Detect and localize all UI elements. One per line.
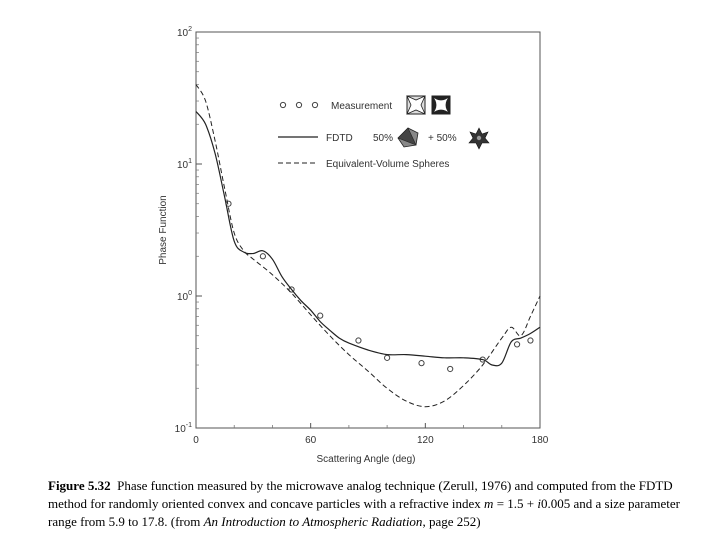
x-tick-label: 60 (305, 435, 317, 446)
measurement-point (355, 337, 362, 344)
caption-text-1: Phase function measured by the microwave… (48, 478, 673, 511)
fdtd-curve (195, 111, 541, 367)
measurement-point (259, 253, 266, 260)
measurement-point (317, 312, 324, 319)
legend: Measurement FDTD 50% + 50% (278, 95, 490, 170)
legend-item-measurement: Measurement (279, 95, 451, 115)
figure-label: Figure 5.32 (48, 478, 111, 493)
y-tick-label: 101 (177, 158, 192, 171)
phase-function-chart: Scattering Angle (deg) Phase Function 0 6… (158, 26, 549, 465)
legend-marker-circle (279, 101, 287, 109)
y-tick-label: 10-1 (175, 422, 192, 435)
legend-label-spheres: Equivalent-Volume Spheres (326, 159, 449, 170)
legend-label-fdtd: FDTD (326, 133, 353, 144)
legend-percent-a: 50% (373, 133, 393, 144)
caption-text-4: , page 252) (422, 514, 481, 529)
legend-marker-circle (311, 101, 319, 109)
x-tick-label: 180 (532, 435, 549, 446)
legend-item-spheres: Equivalent-Volume Spheres (278, 159, 449, 170)
caption-i: i (537, 496, 541, 511)
x-tick-label: 120 (417, 435, 434, 446)
legend-label-measurement: Measurement (331, 101, 392, 112)
x-tick-label: 0 (193, 435, 199, 446)
figure-caption: Figure 5.32 Phase function measured by t… (48, 477, 698, 531)
y-tick-label: 100 (177, 290, 192, 303)
plot-frame (195, 31, 541, 429)
x-axis-label: Scattering Angle (deg) (317, 454, 416, 465)
convex-particle-icon (406, 95, 426, 115)
series-layer (195, 84, 541, 408)
legend-percent-b: + 50% (428, 133, 457, 144)
y-tick-label: 102 (177, 26, 192, 39)
caption-text-2: = 1.5 + (493, 496, 538, 511)
caption-text-3: 0.005 and a size parameter range from 5.… (48, 496, 680, 529)
y-ticks: 102 101 100 10-1 (175, 26, 202, 435)
concave-particle-icon (431, 95, 451, 115)
measurement-point (527, 337, 534, 344)
star-particle-icon (468, 127, 490, 150)
measurement-point (513, 341, 521, 348)
measurement-point (447, 365, 454, 373)
measurement-point (418, 360, 425, 367)
legend-marker-circle (295, 101, 303, 109)
caption-m: m (484, 496, 494, 511)
x-ticks: 0 60 120 180 (193, 423, 549, 446)
measurement-point (288, 286, 295, 293)
caption-book-title: An Introduction to Atmospheric Radiation (203, 514, 423, 529)
y-axis-label: Phase Function (158, 195, 169, 265)
spheres-curve (195, 84, 541, 408)
legend-item-fdtd: FDTD 50% + 50% (278, 127, 490, 150)
measurement-point (384, 354, 391, 361)
octahedron-particle-icon (397, 127, 419, 148)
